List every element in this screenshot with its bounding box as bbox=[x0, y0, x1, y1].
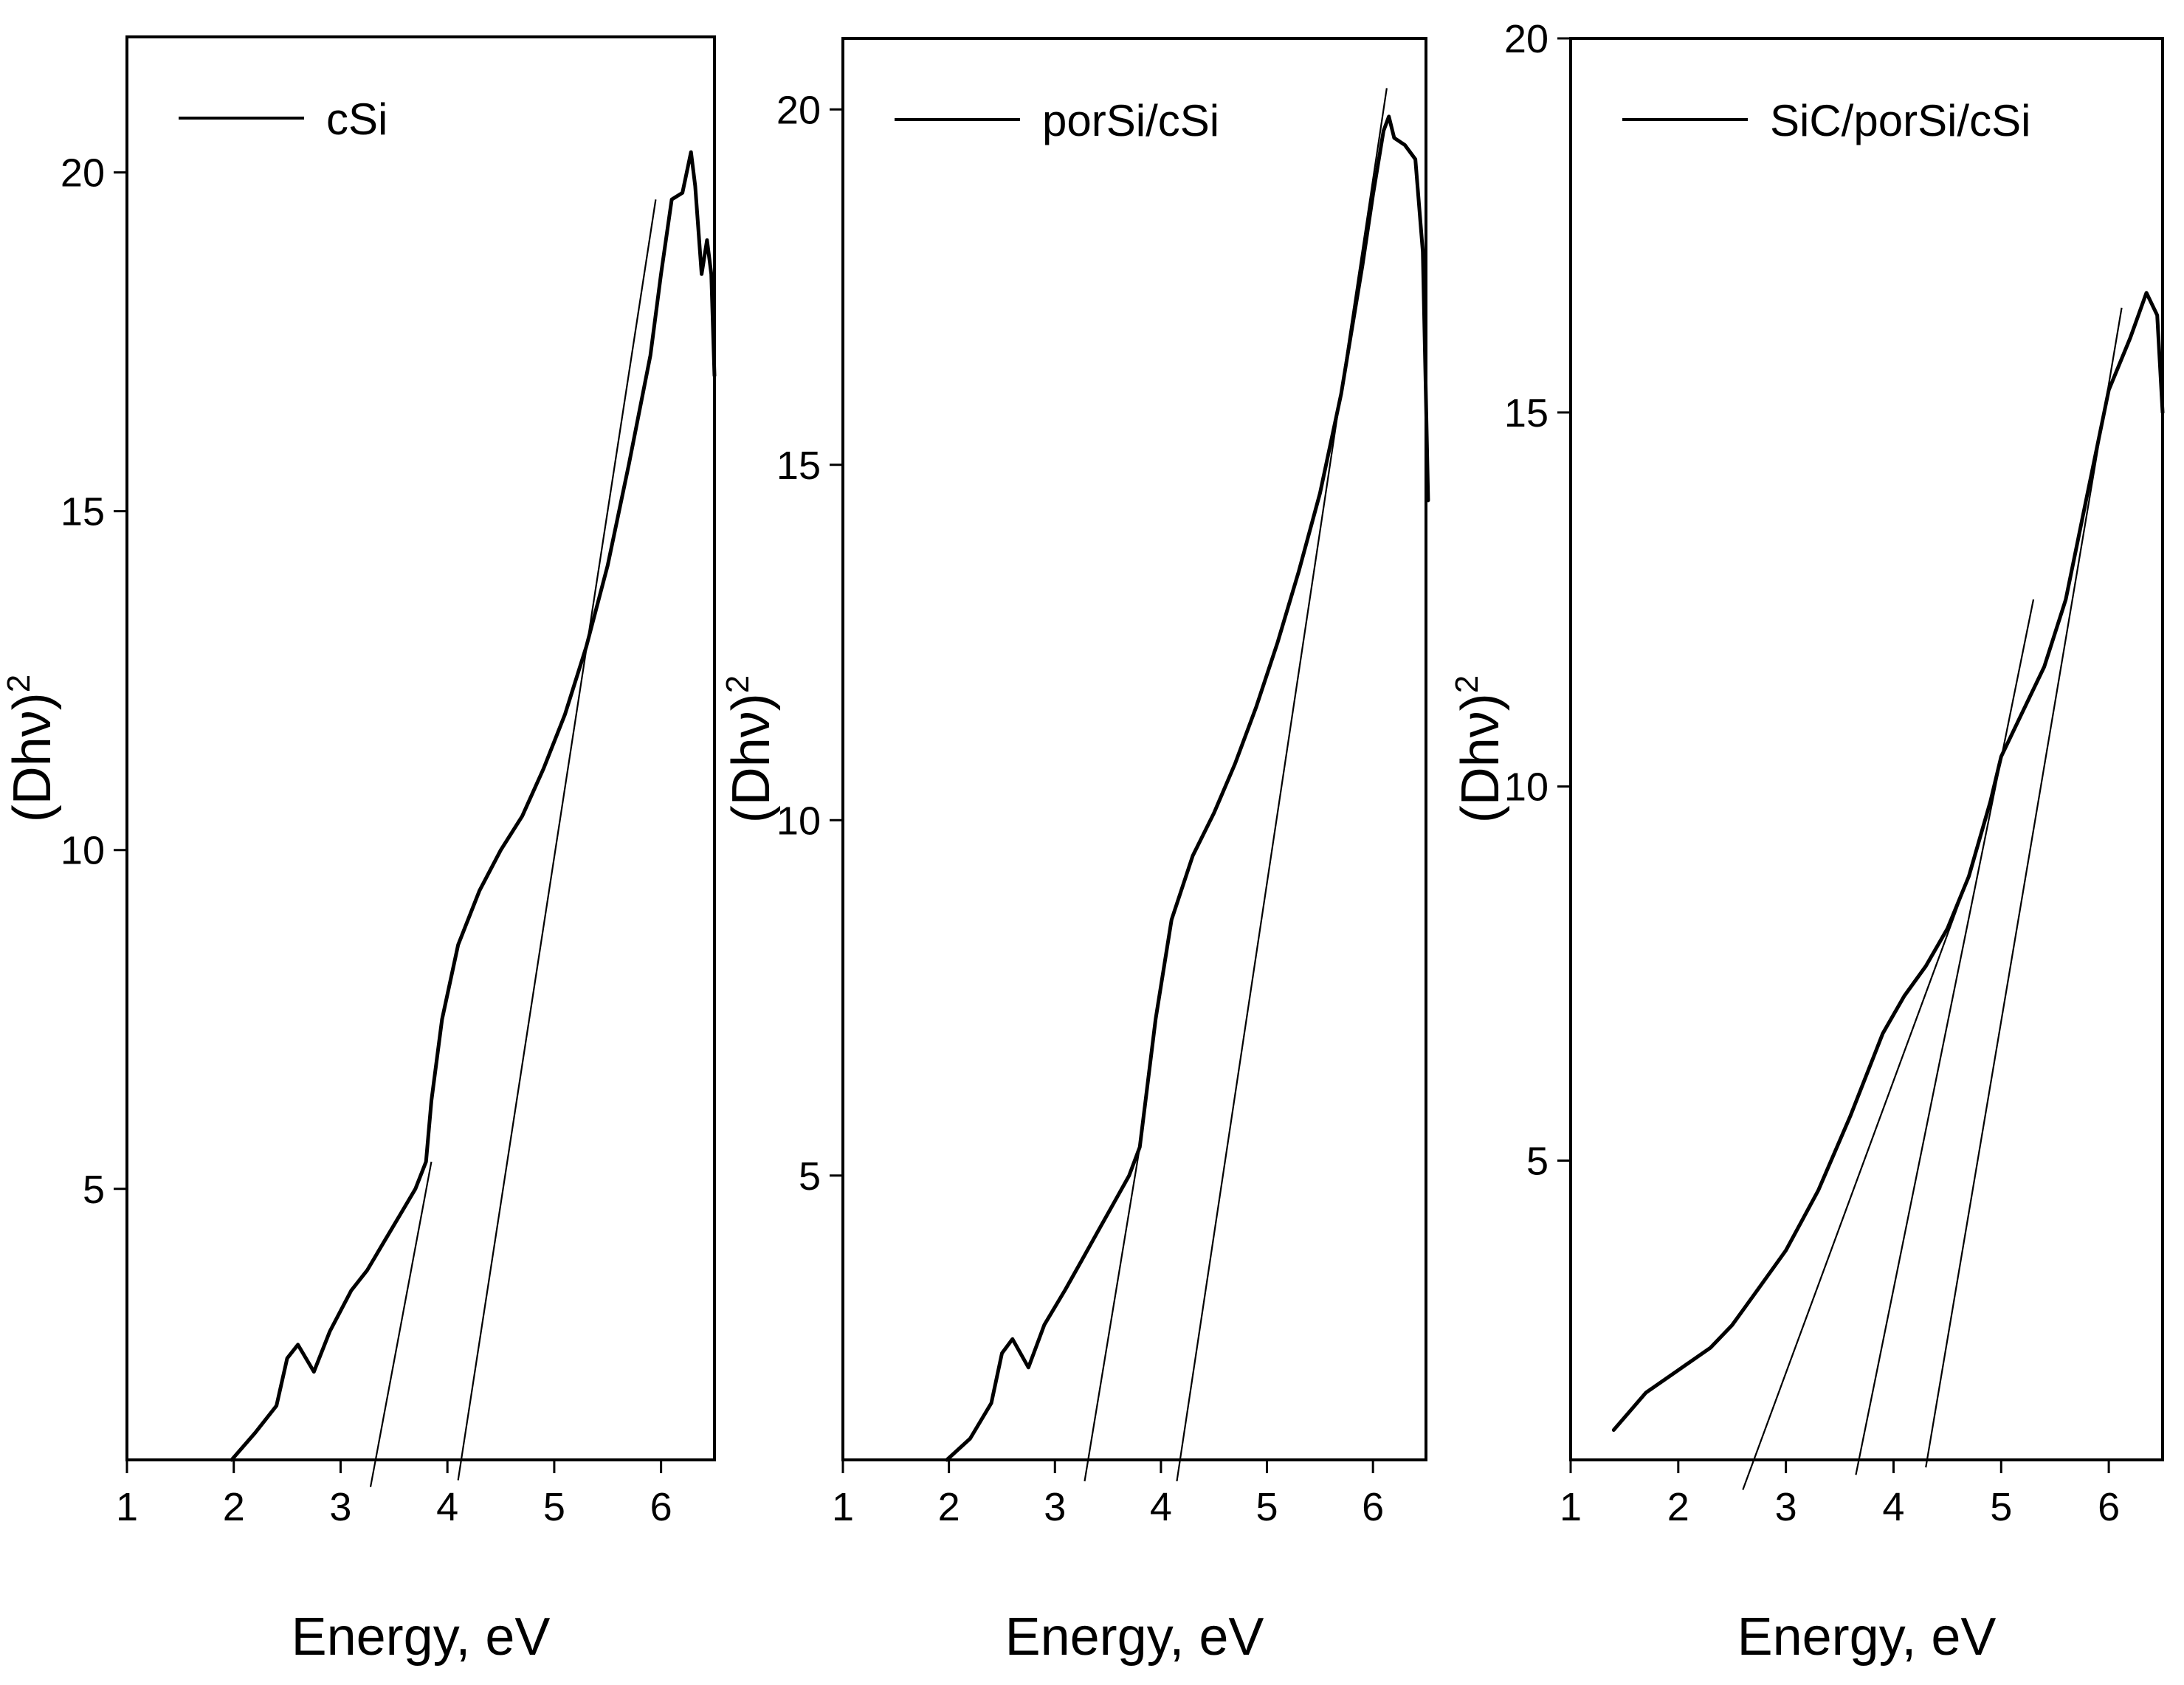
y-tick-label: 5 bbox=[83, 1168, 105, 1212]
x-tick-label: 4 bbox=[436, 1485, 458, 1529]
tick-labels: 1 2 3 4 5 6 5 10 15 20 bbox=[776, 88, 1384, 1529]
x-tick-label: 6 bbox=[650, 1485, 672, 1529]
y-tick-label: 10 bbox=[61, 829, 105, 873]
y-tick-label: 20 bbox=[61, 151, 105, 196]
legend-label-sic-porsi-csi: SiC/porSi/cSi bbox=[1770, 96, 2030, 145]
chart-panel-sic-porsi-csi: 1 2 3 4 5 6 5 10 15 20 SiC/porSi/cSi Energy, eV (… bbox=[1449, 17, 2165, 1667]
x-tick-label: 6 bbox=[2098, 1485, 2120, 1529]
series-curve-porsi-csi bbox=[945, 114, 1430, 1462]
y-axis-label-main: (Dhν) bbox=[1451, 693, 1510, 823]
y-tick-label: 10 bbox=[776, 799, 821, 843]
x-axis-label: Energy, eV bbox=[1737, 1608, 1997, 1667]
x-axis-label: Energy, eV bbox=[1005, 1608, 1264, 1667]
series-curve-csi bbox=[230, 150, 717, 1462]
x-tick-label: 3 bbox=[1775, 1485, 1797, 1529]
x-tick-label: 2 bbox=[1667, 1485, 1689, 1529]
x-tick-label: 6 bbox=[1362, 1485, 1384, 1529]
fit-line bbox=[1925, 307, 2123, 1468]
fit-line bbox=[1855, 599, 2035, 1475]
y-tick-label: 15 bbox=[1504, 391, 1549, 435]
x-tick-label: 4 bbox=[1150, 1485, 1172, 1529]
y-axis-label-superscript: 2 bbox=[720, 675, 756, 693]
fit-lines bbox=[1742, 307, 2123, 1490]
fit-line bbox=[1742, 875, 1970, 1490]
fit-lines bbox=[369, 199, 657, 1487]
x-tick-label: 2 bbox=[938, 1485, 960, 1529]
x-tick-label: 1 bbox=[832, 1485, 854, 1529]
tick-labels: 1 2 3 4 5 6 5 10 15 20 bbox=[1504, 17, 2120, 1529]
x-axis-label: Energy, eV bbox=[292, 1608, 551, 1667]
x-tick-label: 1 bbox=[1560, 1485, 1582, 1529]
tick-labels: 1 2 3 4 5 6 5 10 15 20 bbox=[61, 151, 672, 1529]
y-tick-label: 5 bbox=[799, 1154, 821, 1199]
tick-marks bbox=[830, 108, 1374, 1473]
y-axis-label-superscript: 2 bbox=[1, 675, 37, 692]
fit-line bbox=[1084, 1147, 1141, 1482]
x-tick-label: 3 bbox=[329, 1485, 351, 1529]
x-tick-label: 5 bbox=[1256, 1485, 1278, 1529]
x-tick-label: 4 bbox=[1882, 1485, 1904, 1529]
y-axis-label: (Dhν)2 bbox=[1449, 675, 1510, 823]
fit-line bbox=[369, 1161, 433, 1487]
y-axis-label-main: (Dhν) bbox=[3, 692, 62, 822]
x-tick-label: 3 bbox=[1044, 1485, 1066, 1529]
fit-line bbox=[457, 199, 657, 1481]
y-axis-label-main: (Dhν) bbox=[722, 693, 781, 823]
series-curve-sic-porsi-csi bbox=[1611, 291, 2165, 1432]
plot-frame bbox=[1569, 37, 2164, 1461]
plot-frame bbox=[841, 37, 1427, 1461]
y-tick-label: 20 bbox=[1504, 17, 1549, 61]
plot-frame bbox=[125, 35, 716, 1461]
y-axis-label: (Dhν)2 bbox=[1, 675, 62, 822]
legend-label-csi: cSi bbox=[326, 94, 387, 144]
y-tick-label: 5 bbox=[1526, 1140, 1549, 1184]
y-tick-label: 10 bbox=[1504, 765, 1549, 810]
tick-marks bbox=[1557, 37, 2110, 1473]
x-tick-label: 1 bbox=[116, 1485, 138, 1529]
y-axis-label-superscript: 2 bbox=[1449, 675, 1485, 693]
x-tick-label: 2 bbox=[223, 1485, 245, 1529]
y-tick-label: 20 bbox=[776, 88, 821, 132]
y-tick-label: 15 bbox=[61, 490, 105, 534]
legend-label-porsi-csi: porSi/cSi bbox=[1042, 96, 1219, 145]
y-tick-label: 15 bbox=[776, 444, 821, 488]
x-tick-label: 5 bbox=[1990, 1485, 2012, 1529]
tick-marks bbox=[114, 171, 663, 1473]
x-tick-label: 5 bbox=[543, 1485, 565, 1529]
y-axis-label: (Dhν)2 bbox=[720, 675, 781, 823]
chart-panel-porsi-csi: 1 2 3 4 5 6 5 10 15 20 porSi/cSi Energy, eV (Dhν)… bbox=[720, 37, 1430, 1667]
